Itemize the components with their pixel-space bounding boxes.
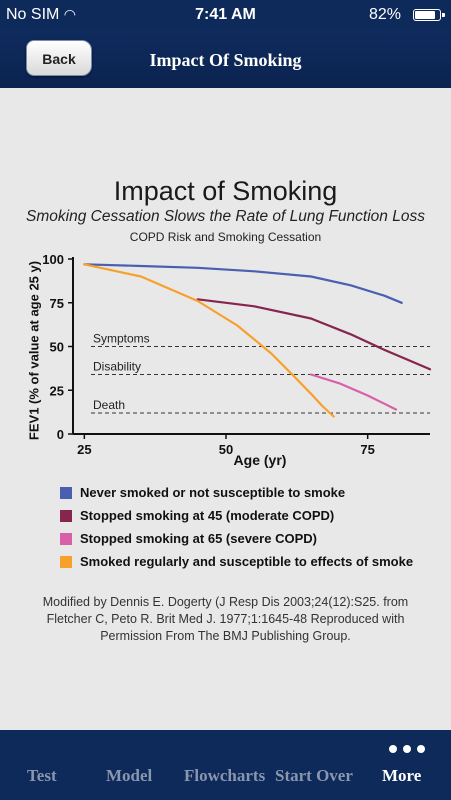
source-citation: Modified by Dennis E. Dogerty (J Resp Di… xyxy=(42,595,409,643)
wifi-icon: ◠ xyxy=(63,6,77,22)
x-axis-label: Age (yr) xyxy=(233,452,287,468)
series-line xyxy=(83,263,403,304)
tab-more[interactable]: More xyxy=(382,766,422,785)
series-line xyxy=(196,298,432,371)
chart-title: Impact of Smoking xyxy=(113,176,338,206)
chart: 0 25 50 75 100 25 50 75 Symptoms Disability Death xyxy=(42,252,432,457)
tab-bar: Test Model Flowcharts Start Over More xyxy=(0,730,451,800)
threshold-label: Symptoms xyxy=(93,332,150,346)
back-button[interactable]: Back xyxy=(26,40,92,76)
status-bar: No SIM ◠ 7:41 AM 82% xyxy=(0,0,451,30)
carrier-label: No SIM ◠ xyxy=(6,6,77,23)
navigation-bar: Back Impact Of Smoking xyxy=(0,30,451,89)
y-tick-label: 75 xyxy=(50,296,64,311)
chart-subtitle-secondary: COPD Risk and Smoking Cessation xyxy=(129,230,322,244)
battery-icon xyxy=(413,9,445,21)
y-tick-label: 100 xyxy=(42,252,64,267)
y-tick-label: 25 xyxy=(50,383,64,398)
y-tick-label: 0 xyxy=(57,427,64,442)
series-line xyxy=(83,263,335,418)
x-tick-label: 75 xyxy=(360,442,374,457)
clock: 7:41 AM xyxy=(195,6,256,23)
threshold-label: Disability xyxy=(93,360,141,374)
battery-percent: 82% xyxy=(368,6,401,23)
chart-panel: 0 25 50 75 100 25 50 75 Symptoms Disability Death … xyxy=(0,88,451,730)
legend-swatch xyxy=(60,510,72,522)
y-axis-label: FEV1 (% of value at age 25 y) xyxy=(26,260,42,441)
x-tick-label: 50 xyxy=(219,442,233,457)
tab-model[interactable]: Model xyxy=(106,766,153,785)
x-tick-label: 25 xyxy=(77,442,91,457)
tab-start-over[interactable]: Start Over xyxy=(275,766,353,785)
tab-flowcharts[interactable]: Flowcharts xyxy=(184,766,266,785)
y-tick-label: 50 xyxy=(50,340,64,355)
legend-swatch xyxy=(60,487,72,499)
legend-swatch xyxy=(60,556,72,568)
more-icon xyxy=(389,745,425,755)
legend-swatch xyxy=(60,533,72,545)
page-title: Impact Of Smoking xyxy=(149,50,302,70)
series-line xyxy=(309,373,398,411)
chart-subtitle: Smoking Cessation Slows the Rate of Lung… xyxy=(26,208,425,225)
threshold-label: Death xyxy=(93,398,125,412)
tab-test[interactable]: Test xyxy=(27,766,57,785)
